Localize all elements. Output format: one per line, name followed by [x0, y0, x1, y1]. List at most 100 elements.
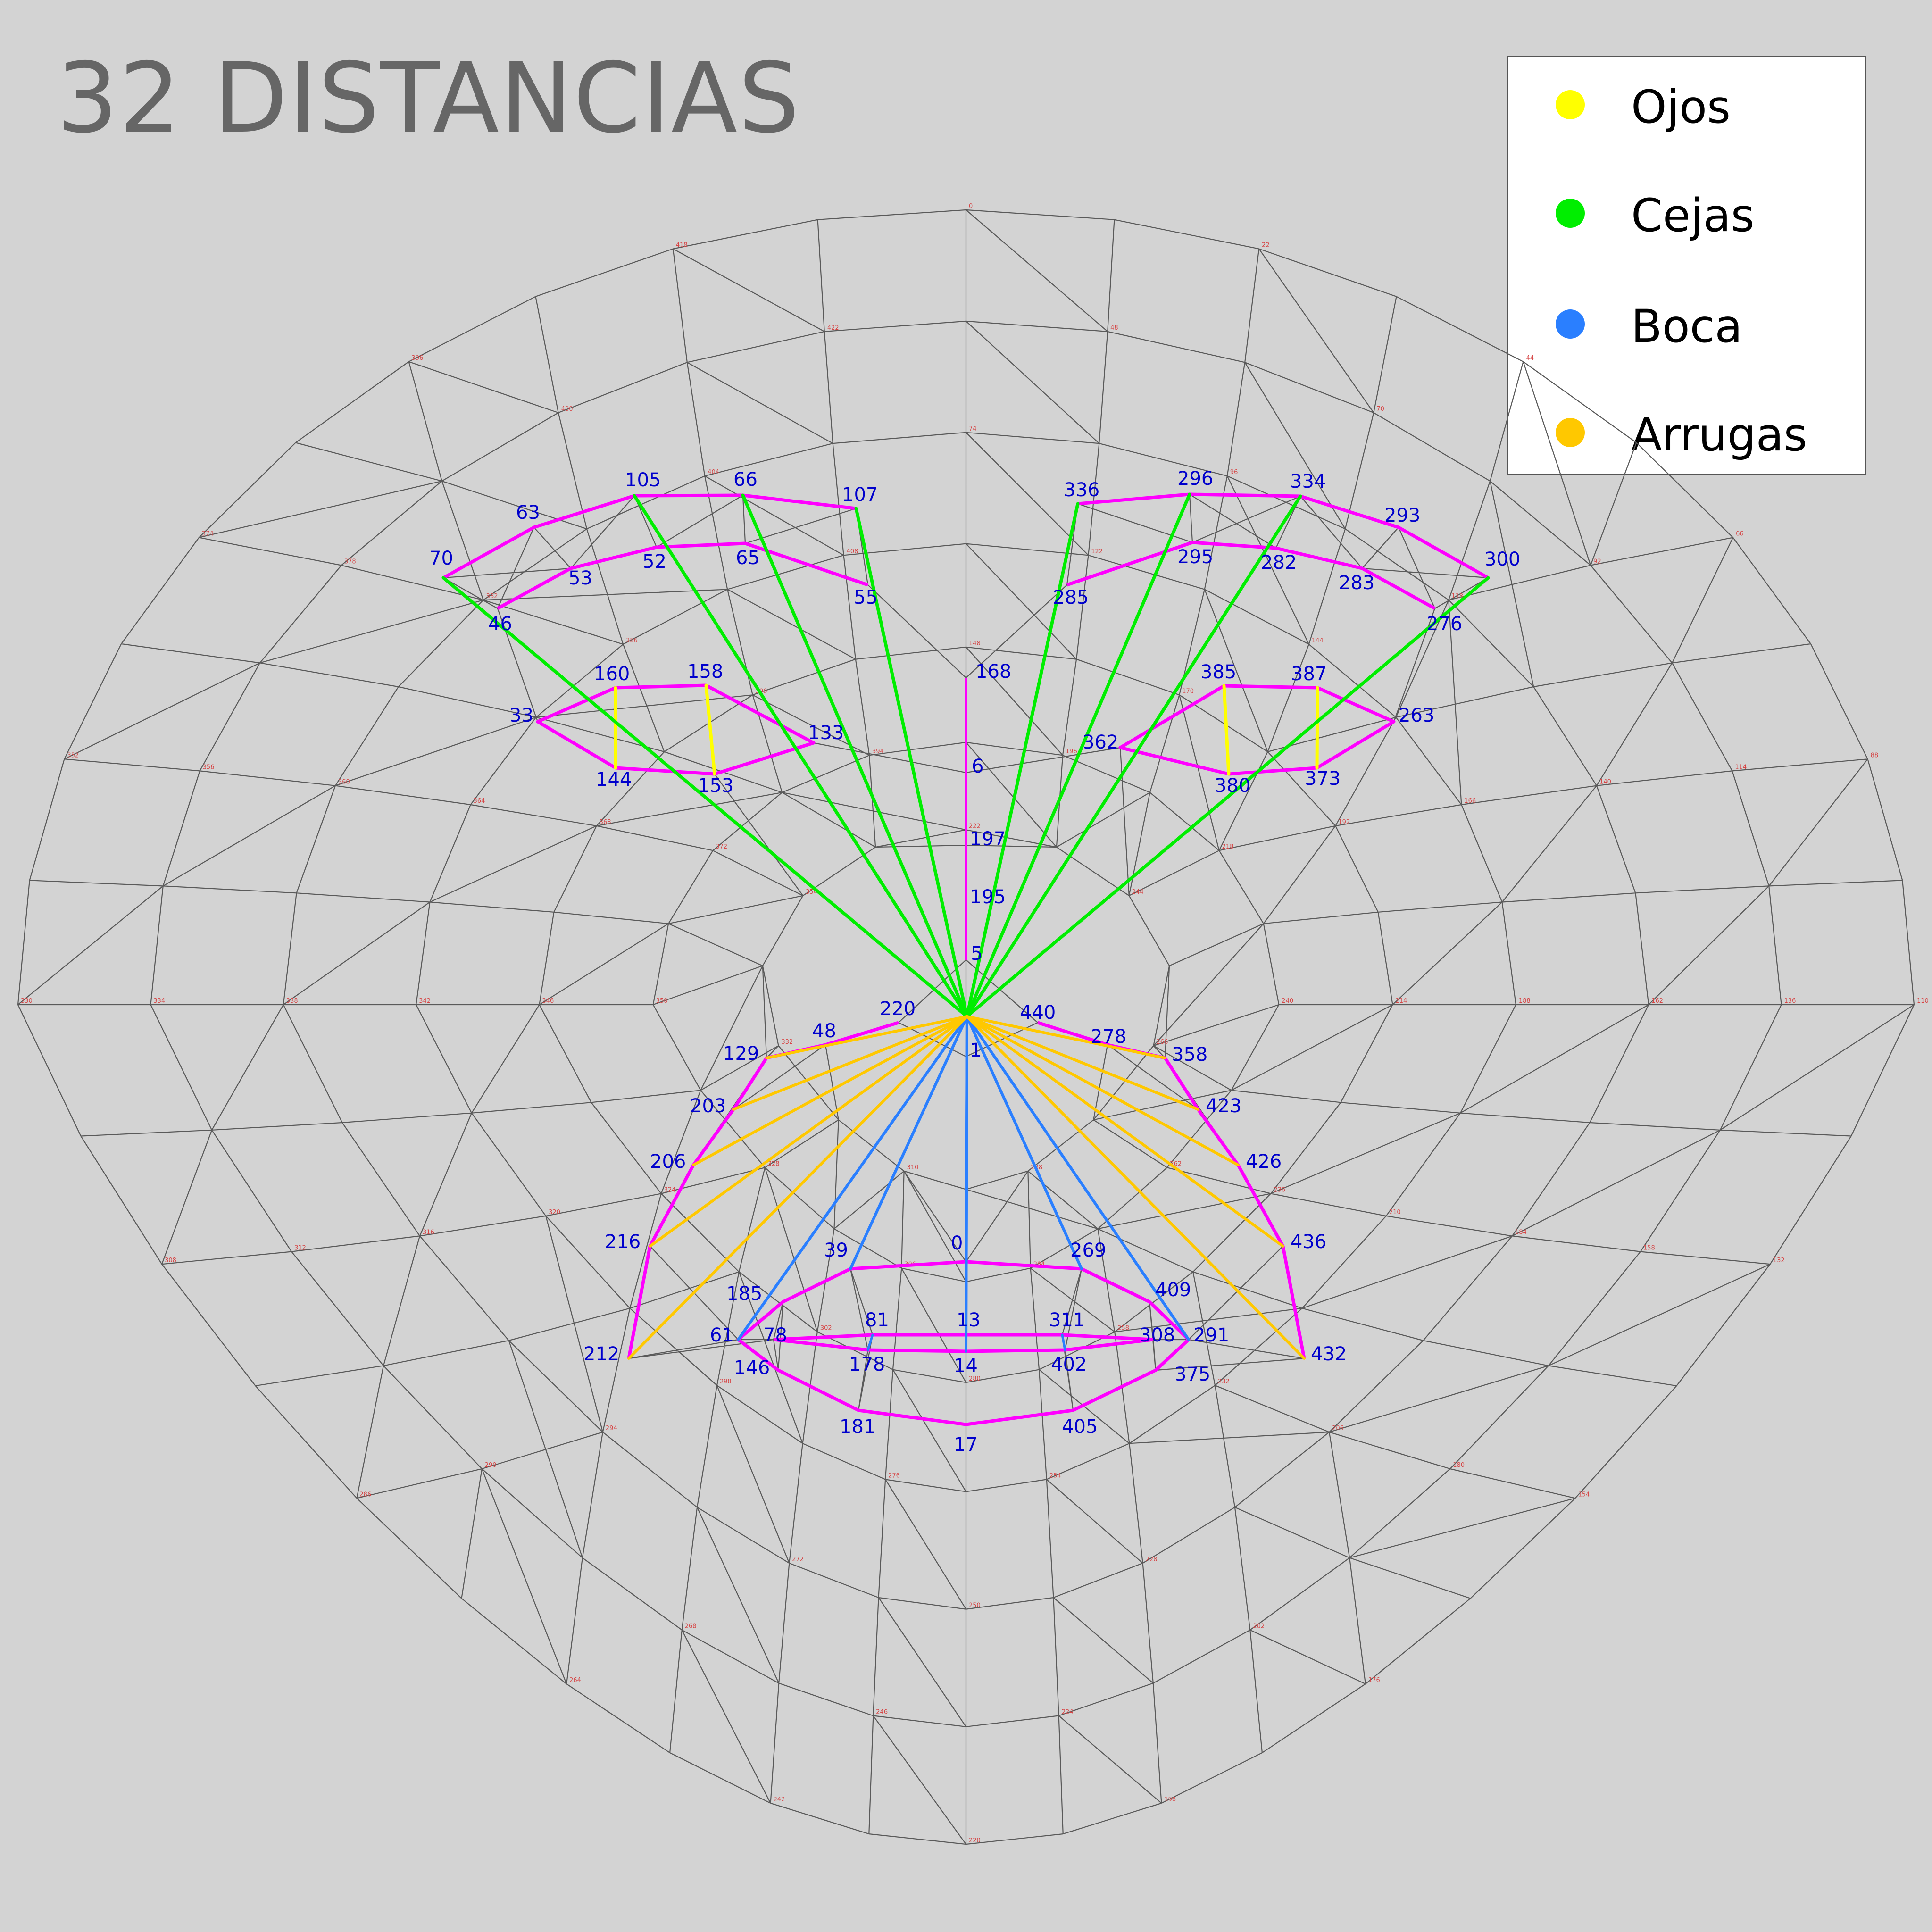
- vertex-index-label: 158: [1643, 1245, 1655, 1252]
- vertex-index-label: 192: [1338, 819, 1350, 826]
- vertex-index-label: 382: [486, 593, 498, 600]
- legend-swatch-ojos: [1556, 90, 1585, 119]
- vertex-index-label: 92: [1593, 558, 1601, 566]
- landmark-label-387: 387: [1291, 663, 1327, 685]
- vertex-index-label: 148: [969, 640, 981, 647]
- vertex-index-label: 44: [1526, 355, 1534, 362]
- landmark-label-63: 63: [516, 502, 540, 524]
- vertex-index-label: 222: [969, 823, 981, 830]
- landmark-label-33: 33: [509, 705, 533, 726]
- vertex-index-label: 242: [774, 1796, 785, 1803]
- landmark-label-212: 212: [583, 1343, 619, 1365]
- landmark-label-295: 295: [1177, 546, 1213, 568]
- wrinkle-distance-line: [966, 1015, 1240, 1166]
- vertex-index-label: 218: [1222, 843, 1234, 850]
- vertex-index-label: 404: [708, 469, 719, 476]
- legend-item-boca: Boca: [1508, 295, 1865, 353]
- landmark-label-195: 195: [970, 886, 1006, 908]
- landmark-label-436: 436: [1291, 1231, 1326, 1253]
- vertex-index-label: 232: [1218, 1378, 1230, 1385]
- landmark-label-17: 17: [954, 1434, 978, 1456]
- landmark-label-216: 216: [605, 1231, 641, 1253]
- wrinkle-distance-line: [692, 1015, 968, 1166]
- brow-distance-line: [633, 494, 969, 1018]
- vertex-index-label: 74: [969, 425, 977, 433]
- vertex-index-label: 286: [359, 1491, 371, 1498]
- landmark-label-197: 197: [970, 828, 1006, 850]
- landmark-label-206: 206: [650, 1151, 686, 1173]
- vertex-index-label: 396: [412, 355, 424, 362]
- vertex-index-label: 400: [561, 406, 573, 413]
- right-brow-lower-contour: [1066, 541, 1436, 610]
- vertex-index-label: 408: [847, 548, 858, 555]
- landmark-label-133: 133: [808, 722, 844, 744]
- vertex-index-label: 378: [344, 558, 356, 566]
- vertex-index-label: 364: [474, 798, 485, 805]
- landmark-label-0: 0: [951, 1232, 963, 1254]
- page-title: 32 DISTANCIAS: [57, 42, 801, 155]
- vertex-index-label: 254: [1049, 1473, 1061, 1480]
- vertex-index-label: 70: [1376, 406, 1384, 413]
- vertex-index-label: 374: [202, 531, 214, 538]
- legend-swatch-arrugas: [1556, 418, 1585, 447]
- vertex-index-label: 244: [1132, 889, 1144, 896]
- vertex-index-label: 118: [1451, 593, 1463, 600]
- vertex-index-label: 228: [1146, 1556, 1158, 1563]
- landmark-label-158: 158: [687, 661, 723, 683]
- landmark-label-81: 81: [865, 1309, 889, 1331]
- eye-distance-line: [704, 683, 716, 776]
- left-brow-lower-contour: [497, 541, 869, 610]
- wrinkle-distance-line: [966, 1015, 1199, 1111]
- vertex-index-label: 268: [685, 1623, 697, 1630]
- vertex-index-label: 266: [1157, 1039, 1168, 1046]
- vertex-index-label: 214: [1396, 998, 1407, 1005]
- vertex-index-label: 166: [1464, 798, 1476, 805]
- vertex-index-label: 184: [1515, 1229, 1527, 1236]
- brow-distance-line: [441, 576, 969, 1018]
- mouth-distance-line: [966, 1015, 1190, 1341]
- vertex-index-label: 310: [907, 1164, 919, 1171]
- vertex-index-label: 48: [1110, 325, 1118, 332]
- vertex-index-label: 88: [1871, 752, 1879, 759]
- legend: Ojos Cejas Boca Arrugas: [1507, 56, 1866, 475]
- vertex-index-label: 206: [1332, 1425, 1344, 1432]
- landmark-label-55: 55: [854, 587, 878, 608]
- landmark-label-78: 78: [763, 1324, 787, 1346]
- landmark-label-168: 168: [975, 661, 1011, 683]
- vertex-index-label: 356: [203, 764, 215, 771]
- brow-distance-line: [965, 576, 1490, 1018]
- landmark-label-178: 178: [849, 1354, 885, 1375]
- landmark-label-373: 373: [1305, 768, 1341, 790]
- mouth-distance-line: [849, 1015, 968, 1270]
- brow-distance-line: [741, 493, 969, 1018]
- vertex-index-label: 224: [1062, 1709, 1074, 1716]
- landmark-label-46: 46: [488, 613, 512, 635]
- landmark-label-185: 185: [726, 1283, 762, 1305]
- vertex-index-label: 422: [827, 325, 839, 332]
- vertex-index-label: 176: [1368, 1677, 1380, 1684]
- vertex-index-label: 246: [876, 1709, 888, 1716]
- mouth-distance-line: [737, 1015, 968, 1341]
- landmark-label-276: 276: [1426, 613, 1462, 635]
- vertex-index-label: 170: [1182, 688, 1194, 695]
- landmark-label-293: 293: [1384, 505, 1420, 526]
- vertex-index-label: 66: [1736, 531, 1744, 538]
- vertex-index-label: 210: [1389, 1209, 1401, 1216]
- landmark-label-358: 358: [1172, 1044, 1208, 1066]
- legend-item-ojos: Ojos: [1508, 76, 1865, 133]
- vertex-index-label: 22: [1262, 242, 1270, 249]
- landmark-label-146: 146: [734, 1357, 770, 1379]
- landmark-label-6: 6: [972, 756, 983, 777]
- landmark-label-144: 144: [596, 769, 632, 791]
- landmark-label-5: 5: [971, 943, 983, 965]
- vertex-index-label: 332: [781, 1039, 793, 1046]
- vertex-index-label: 352: [67, 752, 79, 759]
- landmark-label-70: 70: [429, 548, 453, 569]
- vertex-index-label: 276: [888, 1473, 900, 1480]
- landmark-label-107: 107: [842, 484, 878, 506]
- vertex-index-label: 294: [606, 1425, 617, 1432]
- vertex-index-label: 386: [626, 637, 638, 644]
- vertex-index-label: 96: [1230, 469, 1238, 476]
- vertex-index-label: 236: [1274, 1187, 1285, 1194]
